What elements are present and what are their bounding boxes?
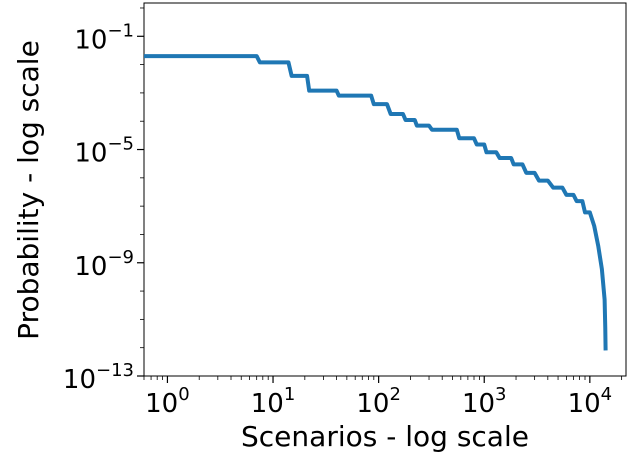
y-axis-label: Probability - log scale [12,40,45,340]
y-tick-label: 10−1 [74,20,134,55]
x-tick-exponent: 2 [389,384,400,405]
y-tick-exponent: −13 [96,360,134,381]
x-tick-label: 104 [568,384,613,419]
y-tick-base: 10 [74,25,107,55]
x-axis-ticks: 100 101 102 103 104 [143,376,623,419]
y-tick-label: 10−13 [63,360,134,395]
y-tick-base: 10 [74,139,107,169]
x-tick-label: 101 [251,384,296,419]
x-tick-exponent: 0 [178,384,189,405]
x-tick-exponent: 3 [495,384,506,405]
plot-area [143,2,627,377]
x-tick-label: 103 [462,384,507,419]
y-tick-base: 10 [63,365,96,395]
x-tick-label: 102 [356,384,401,419]
y-tick-exponent: −9 [107,247,134,268]
y-tick-base: 10 [74,252,107,282]
y-tick-exponent: −5 [107,134,134,155]
x-tick-base: 10 [251,389,284,419]
series-group [144,54,608,351]
x-axis-label: Scenarios - log scale [241,420,529,453]
y-axis-ticks: 10−110−510−910−13 [63,7,144,395]
x-tick-exponent: 1 [284,384,295,405]
x-tick-label: 100 [145,384,190,419]
y-tick-exponent: −1 [107,20,134,41]
y-tick-label: 10−5 [74,134,134,169]
x-tick-exponent: 4 [601,384,612,405]
x-tick-base: 10 [462,389,495,419]
y-tick-label: 10−9 [74,247,134,282]
x-tick-base: 10 [356,389,389,419]
x-tick-base: 10 [145,389,178,419]
series-line [144,54,608,351]
x-tick-base: 10 [568,389,601,419]
